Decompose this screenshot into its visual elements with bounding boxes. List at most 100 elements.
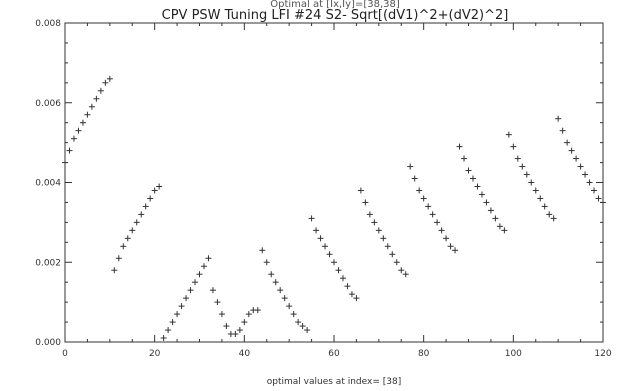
- x-tick-label: 40: [239, 349, 251, 359]
- data-point: [241, 319, 248, 326]
- data-point: [156, 183, 163, 190]
- data-point: [75, 127, 82, 134]
- data-point: [537, 195, 544, 202]
- data-point: [348, 291, 355, 298]
- data-point: [115, 255, 122, 262]
- data-point: [564, 139, 571, 146]
- data-point: [169, 319, 176, 326]
- data-point: [384, 243, 391, 250]
- data-point: [93, 95, 100, 102]
- data-point: [178, 303, 185, 310]
- data-point: [393, 259, 400, 266]
- data-point: [88, 103, 95, 110]
- data-point: [263, 259, 270, 266]
- data-point: [505, 131, 512, 138]
- data-point: [183, 295, 190, 302]
- data-point: [344, 283, 351, 290]
- data-point: [461, 155, 468, 162]
- data-point: [209, 287, 216, 294]
- data-point: [582, 171, 589, 178]
- data-point: [595, 195, 602, 202]
- data-point: [147, 195, 154, 202]
- data-point: [483, 199, 490, 206]
- data-point: [366, 211, 373, 218]
- data-point: [304, 327, 311, 334]
- data-point: [272, 279, 279, 286]
- data-point: [268, 271, 275, 278]
- data-point: [106, 75, 113, 82]
- data-point: [339, 275, 346, 282]
- data-point: [510, 143, 517, 150]
- data-point: [541, 203, 548, 210]
- data-point: [124, 235, 131, 242]
- data-point: [66, 147, 73, 154]
- data-point: [425, 203, 432, 210]
- data-point: [523, 171, 530, 178]
- data-points: [62, 75, 606, 342]
- data-point: [138, 211, 145, 218]
- data-point: [487, 207, 494, 214]
- data-point: [133, 219, 140, 226]
- data-point: [254, 307, 261, 314]
- data-point: [174, 311, 181, 318]
- data-point: [600, 199, 606, 206]
- data-point: [295, 319, 302, 326]
- data-point: [474, 183, 481, 190]
- data-point: [586, 179, 593, 186]
- x-tick-label: 60: [328, 349, 340, 359]
- data-point: [313, 227, 320, 234]
- data-point: [469, 175, 476, 182]
- data-point: [205, 255, 212, 262]
- data-point: [528, 179, 535, 186]
- data-point: [245, 311, 252, 318]
- data-point: [335, 267, 342, 274]
- x-tick-label: 120: [594, 349, 611, 359]
- data-point: [452, 247, 459, 254]
- chart-title: CPV PSW Tuning LFI #24 S2- Sqrt[(dV1)^2+…: [162, 8, 509, 23]
- data-point: [550, 215, 557, 222]
- data-point: [353, 295, 360, 302]
- data-point: [223, 323, 230, 330]
- data-point: [111, 267, 118, 274]
- data-point: [420, 195, 427, 202]
- data-point: [407, 163, 414, 170]
- data-point: [84, 111, 91, 118]
- data-point: [97, 87, 104, 94]
- data-point: [232, 331, 239, 338]
- data-point: [70, 135, 77, 142]
- data-point: [443, 235, 450, 242]
- data-point: [308, 215, 315, 222]
- data-point: [429, 211, 436, 218]
- y-tick-label: 0.006: [35, 99, 61, 109]
- x-tick-label: 80: [418, 349, 430, 359]
- data-point: [196, 271, 203, 278]
- data-point: [496, 223, 503, 230]
- data-point: [362, 199, 369, 206]
- y-tick-label: 0.004: [35, 179, 61, 189]
- x-tick-label: 0: [62, 349, 68, 359]
- data-point: [380, 235, 387, 242]
- data-point: [492, 215, 499, 222]
- data-point: [398, 267, 405, 274]
- data-point: [532, 187, 539, 194]
- data-point: [438, 227, 445, 234]
- chart-subtitle: Optimal at [Ix,Iy]=[38,38]: [270, 0, 400, 10]
- data-point: [559, 127, 566, 134]
- y-tick-label: 0.008: [35, 19, 61, 29]
- data-point: [434, 219, 441, 226]
- data-point: [577, 163, 584, 170]
- data-point: [286, 303, 293, 310]
- data-point: [102, 79, 109, 86]
- data-point: [165, 327, 172, 334]
- data-point: [456, 143, 463, 150]
- data-point: [402, 271, 409, 278]
- data-point: [519, 163, 526, 170]
- data-point: [120, 243, 127, 250]
- data-point: [79, 119, 86, 126]
- data-point: [62, 159, 68, 166]
- data-point: [514, 155, 521, 162]
- y-tick-label: 0.000: [35, 338, 61, 348]
- data-point: [389, 251, 396, 258]
- data-point: [236, 327, 243, 334]
